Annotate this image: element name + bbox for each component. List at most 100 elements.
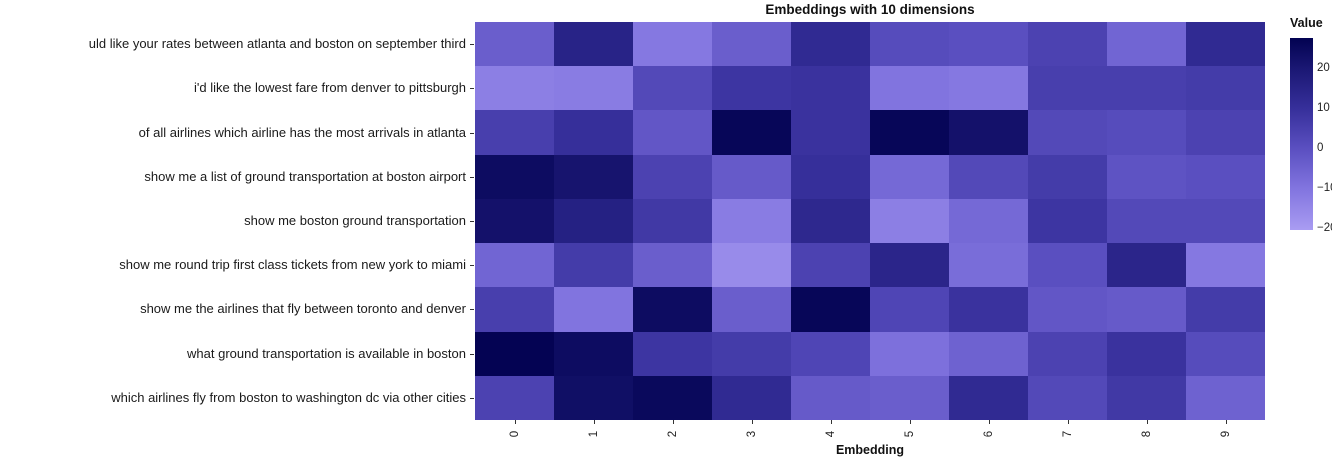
heatmap-cell (949, 154, 1028, 199)
heatmap-cell (949, 287, 1028, 332)
x-tick-mark (751, 420, 753, 424)
heatmap-cell (712, 243, 791, 288)
heatmap-cell (870, 243, 949, 288)
heatmap-cell (1107, 287, 1186, 332)
heatmap-cell (475, 287, 554, 332)
heatmap-cell (949, 198, 1028, 244)
heatmap-cell (475, 154, 554, 199)
heatmap-cell (712, 375, 791, 420)
heatmap-cell (870, 287, 949, 332)
x-tick-label: 0 (508, 430, 521, 438)
x-tick-label: 1 (587, 430, 600, 438)
heatmap-cell (791, 243, 870, 288)
heatmap-cell (1107, 66, 1186, 111)
heatmap-cell (633, 243, 712, 288)
y-tick-label: show me round trip first class tickets f… (119, 257, 466, 273)
colorbar-tick-label: −20 (1317, 222, 1332, 234)
heatmap-cell (712, 154, 791, 199)
x-tick-mark (909, 420, 911, 424)
heatmap-cell (712, 331, 791, 376)
heatmap-cell (1107, 154, 1186, 199)
x-tick-mark (988, 420, 990, 424)
y-tick-mark (470, 221, 474, 222)
heatmap-cell (633, 287, 712, 332)
heatmap-cell (633, 110, 712, 155)
x-tick-mark (830, 420, 832, 424)
y-tick-mark (470, 88, 474, 90)
heatmap-cell (1186, 287, 1265, 332)
heatmap-cell (554, 66, 633, 111)
heatmap-cell (633, 198, 712, 244)
x-tick-label: 3 (745, 430, 758, 438)
heatmap-cell (1028, 287, 1107, 332)
x-tick-label: 2 (666, 430, 679, 438)
heatmap-cell (870, 331, 949, 376)
heatmap-cell (554, 331, 633, 376)
heatmap-cell (1186, 375, 1265, 420)
heatmap-cell (1028, 198, 1107, 244)
x-tick-mark (593, 420, 595, 424)
x-tick-label: 8 (1140, 430, 1153, 438)
y-tick-label: what ground transportation is available … (187, 345, 466, 361)
heatmap-cell (870, 110, 949, 155)
heatmap-cell (791, 154, 870, 199)
heatmap-cell (949, 110, 1028, 155)
heatmap-cell (554, 287, 633, 332)
heatmap-cell (949, 331, 1028, 376)
x-tick-label: 5 (903, 430, 916, 438)
x-tick-label: 7 (1061, 430, 1074, 438)
heatmap-cell (1028, 243, 1107, 288)
y-tick-label: which airlines fly from boston to washin… (111, 389, 466, 405)
heatmap-cell (1028, 66, 1107, 111)
y-tick-label: show me boston ground transportation (244, 213, 466, 228)
y-tick-mark (470, 132, 474, 134)
colorbar-tick-label: 0 (1317, 142, 1324, 154)
heatmap-cell (949, 243, 1028, 288)
heatmap-cell (1186, 243, 1265, 288)
chart-title: Embeddings with 10 dimensions (765, 2, 975, 17)
heatmap-cell (554, 22, 633, 67)
y-tick-mark (470, 44, 474, 46)
y-tick-mark (470, 353, 474, 355)
x-tick-mark (1067, 420, 1069, 424)
heatmap-cell (554, 243, 633, 288)
y-tick-mark (470, 397, 474, 399)
heatmap-cell (1028, 110, 1107, 155)
y-axis-labels: uld like your rates between atlanta and … (0, 22, 470, 420)
heatmap-cell (870, 375, 949, 420)
colorbar-title: Value (1290, 16, 1323, 30)
x-tick-label: 4 (824, 430, 837, 438)
heatmap-cell (949, 22, 1028, 67)
heatmap-cell (554, 375, 633, 420)
heatmap-cell (791, 66, 870, 111)
heatmap-cell (554, 110, 633, 155)
heatmap-cell (475, 198, 554, 244)
y-tick-mark (470, 265, 474, 267)
y-tick-label: show me the airlines that fly between to… (140, 301, 466, 317)
heatmap-cell (633, 331, 712, 376)
heatmap-cell (1028, 375, 1107, 420)
heatmap-cell (791, 331, 870, 376)
heatmap-cell (1107, 331, 1186, 376)
heatmap-cell (475, 331, 554, 376)
heatmap-cell (633, 375, 712, 420)
heatmap-cell (1028, 154, 1107, 199)
heatmap-cell (475, 110, 554, 155)
y-tick-label: show me a list of ground transportation … (144, 168, 466, 184)
heatmap-cell (554, 198, 633, 244)
colorbar-gradient (1290, 38, 1313, 230)
x-tick-label: 6 (982, 430, 995, 438)
x-tick-mark (1225, 420, 1227, 424)
x-tick-mark (672, 420, 674, 424)
heatmap-cell (712, 287, 791, 332)
heatmap-cell (633, 66, 712, 111)
heatmap-cell (1107, 375, 1186, 420)
heatmap-cell (1028, 22, 1107, 67)
colorbar-tick-label: −10 (1317, 182, 1332, 194)
heatmap-cell (949, 66, 1028, 111)
y-tick-mark (470, 309, 474, 311)
heatmap-cell (633, 22, 712, 67)
heatmap-cell (1107, 22, 1186, 67)
heatmap-cell (1186, 110, 1265, 155)
heatmap-cell (1107, 110, 1186, 155)
